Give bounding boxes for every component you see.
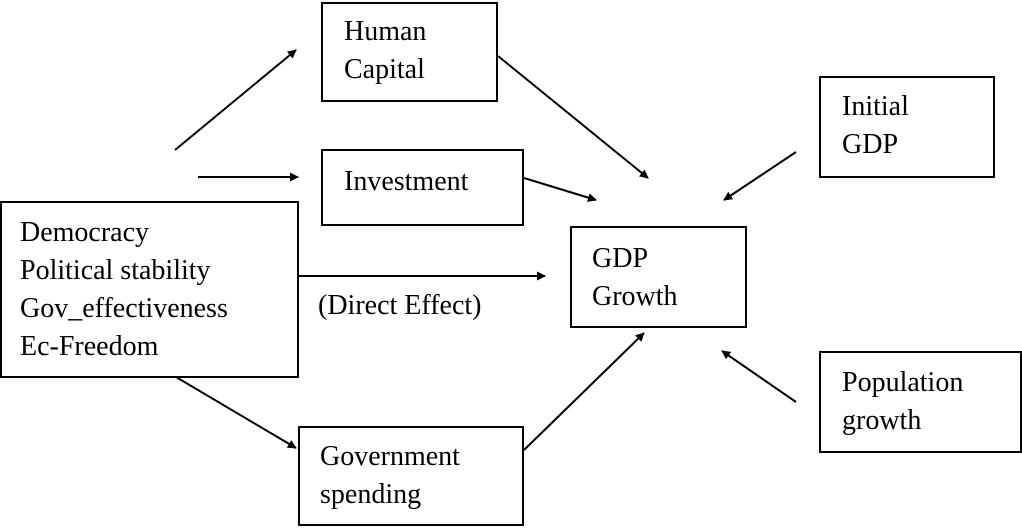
initial-gdp-line-2: GDP	[842, 129, 899, 160]
initial-gdp-box	[819, 76, 995, 178]
investment-box	[321, 149, 524, 226]
arrow-population-growth-to-gdp	[721, 350, 797, 403]
arrow-government-spending-to-gdp	[523, 332, 645, 451]
arrow-investment-to-gdp	[523, 177, 597, 202]
population-growth-line-1: Population	[842, 367, 964, 398]
government-spending-box	[298, 426, 524, 526]
gdp-growth-line-1: GDP	[592, 243, 649, 274]
population-growth-line-2: growth	[842, 405, 922, 436]
gdp-growth-line-2: Growth	[592, 281, 678, 312]
government-spending-line-2: spending	[320, 479, 422, 510]
initial-gdp-line-1: Initial	[842, 91, 909, 122]
population-growth-box	[819, 351, 1022, 453]
arrow-to-government-spending	[175, 376, 297, 449]
institutions-line-3: Gov_effectiveness	[20, 293, 228, 324]
arrow-to-human-capital	[174, 49, 297, 151]
institutions-line-2: Political stability	[20, 255, 211, 286]
government-spending-line-1: Government	[320, 441, 460, 472]
gdp-growth-box	[570, 226, 747, 328]
investment-label: Investment	[344, 166, 469, 197]
human-capital-box	[321, 2, 498, 102]
institutions-box	[0, 201, 299, 378]
human-capital-line-1: Human	[344, 16, 427, 47]
direct-effect-label: (Direct Effect)	[318, 290, 482, 321]
institutions-line-4: Ec-Freedom	[20, 331, 159, 362]
human-capital-line-2: Capital	[344, 54, 425, 85]
arrow-human-capital-to-gdp	[497, 55, 649, 179]
arrow-initial-gdp-to-gdp	[723, 151, 797, 201]
institutions-line-1: Democracy	[20, 217, 150, 248]
